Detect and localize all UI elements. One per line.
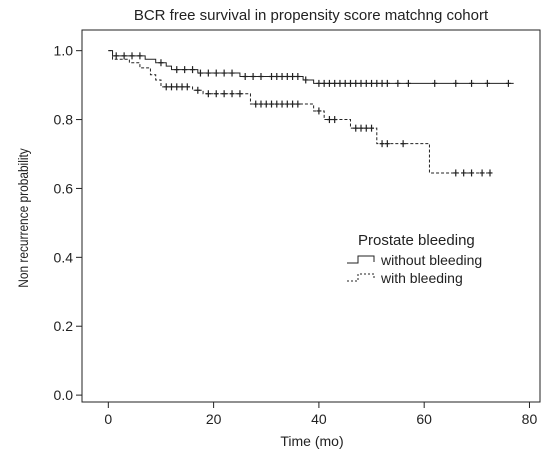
legend-label-without-bleeding: without bleeding: [380, 252, 482, 268]
y-tick-label: 0.0: [54, 387, 74, 403]
y-axis-title: Non recurrence probability: [15, 148, 31, 288]
legend-swatch-with-bleeding: [347, 273, 375, 282]
x-tick-label: 20: [206, 411, 222, 427]
chart-title: BCR free survival in propensity score ma…: [134, 7, 489, 24]
x-axis: 0 20 40 60 80: [104, 402, 537, 427]
legend: Prostate bleeding without bleeding with …: [347, 232, 482, 286]
x-axis-title: Time (mo): [280, 433, 343, 449]
series-layer: [108, 50, 514, 177]
y-tick-label: 0.4: [54, 249, 74, 265]
x-tick-label: 80: [522, 411, 538, 427]
y-tick-label: 0.6: [54, 180, 74, 196]
y-tick-label: 0.2: [54, 318, 74, 334]
x-tick-label: 40: [311, 411, 327, 427]
y-tick-label: 0.8: [54, 112, 74, 128]
y-axis: 0.0 0.2 0.4 0.6 0.8 1.0: [54, 43, 82, 403]
legend-title: Prostate bleeding: [358, 232, 475, 249]
x-tick-label: 60: [416, 411, 432, 427]
legend-label-with-bleeding: with bleeding: [380, 270, 463, 286]
survival-curve-without-bleeding: [108, 50, 514, 84]
x-tick-label: 0: [104, 411, 112, 427]
legend-swatch-without-bleeding: [347, 255, 375, 264]
survival-curve-with-bleeding: [108, 50, 488, 174]
y-tick-label: 1.0: [54, 43, 74, 59]
plot-frame: [81, 29, 541, 403]
